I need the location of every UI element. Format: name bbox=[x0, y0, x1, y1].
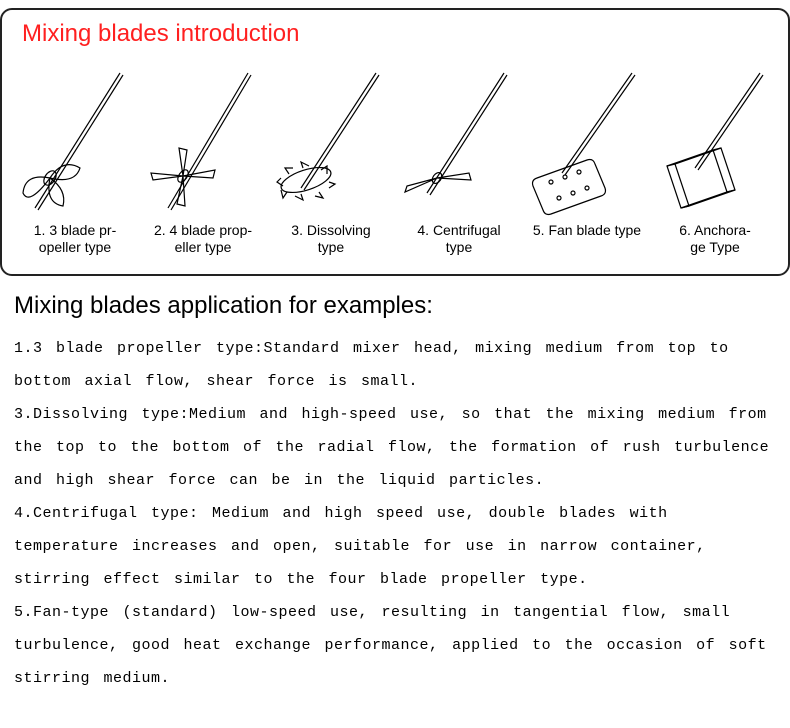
anchorage-icon bbox=[654, 58, 776, 218]
blade-text-4: Centrifugaltype bbox=[433, 222, 501, 255]
blade-item-1: 1. 3 blade pr-opeller type bbox=[14, 58, 136, 256]
blade-label-4: 4. Centrifugaltype bbox=[417, 222, 500, 256]
blade-item-2: 2. 4 blade prop-eller type bbox=[142, 58, 264, 256]
intro-panel: Mixing blades introduction 1. 3 blade pr… bbox=[0, 8, 790, 276]
desc-4: 5.Fan-type (standard) low-speed use, res… bbox=[14, 596, 776, 695]
blade-label-1: 1. 3 blade pr-opeller type bbox=[34, 222, 117, 256]
blade-item-4: 4. Centrifugaltype bbox=[398, 58, 520, 256]
desc-1: 1.3 blade propeller type:Standard mixer … bbox=[14, 332, 776, 398]
blade-item-5: 5. Fan blade type bbox=[526, 58, 648, 239]
blade-item-6: 6. Anchora-ge Type bbox=[654, 58, 776, 256]
intro-title: Mixing blades introduction bbox=[22, 20, 776, 48]
descriptions: 1.3 blade propeller type:Standard mixer … bbox=[0, 332, 790, 695]
blade-num-5: 5. bbox=[533, 222, 545, 238]
desc-3: 4.Centrifugal type: Medium and high spee… bbox=[14, 497, 776, 596]
blade-row: 1. 3 blade pr-opeller type 2. 4 blade pr… bbox=[14, 58, 776, 256]
blade-text-6: Anchora-ge Type bbox=[690, 222, 751, 255]
blade-label-5: 5. Fan blade type bbox=[533, 222, 641, 239]
propeller-4-icon bbox=[142, 58, 264, 218]
propeller-3-icon bbox=[14, 58, 136, 218]
blade-label-3: 3. Dissolvingtype bbox=[291, 222, 370, 256]
blade-text-3: Dissolvingtype bbox=[307, 222, 371, 255]
blade-num-2: 2. bbox=[154, 222, 166, 238]
desc-2: 3.Dissolving type:Medium and high-speed … bbox=[14, 398, 776, 497]
application-title: Mixing blades application for examples: bbox=[14, 292, 790, 320]
blade-text-5: Fan blade type bbox=[548, 222, 641, 238]
blade-num-4: 4. bbox=[417, 222, 429, 238]
blade-num-1: 1. bbox=[34, 222, 46, 238]
blade-text-1: 3 blade pr-opeller type bbox=[39, 222, 116, 255]
dissolving-icon bbox=[270, 58, 392, 218]
blade-label-2: 2. 4 blade prop-eller type bbox=[154, 222, 252, 256]
blade-label-6: 6. Anchora-ge Type bbox=[679, 222, 751, 256]
blade-item-3: 3. Dissolvingtype bbox=[270, 58, 392, 256]
blade-num-6: 6. bbox=[679, 222, 691, 238]
blade-num-3: 3. bbox=[291, 222, 303, 238]
blade-text-2: 4 blade prop-eller type bbox=[170, 222, 253, 255]
fan-blade-icon bbox=[526, 58, 648, 218]
centrifugal-icon bbox=[398, 58, 520, 218]
